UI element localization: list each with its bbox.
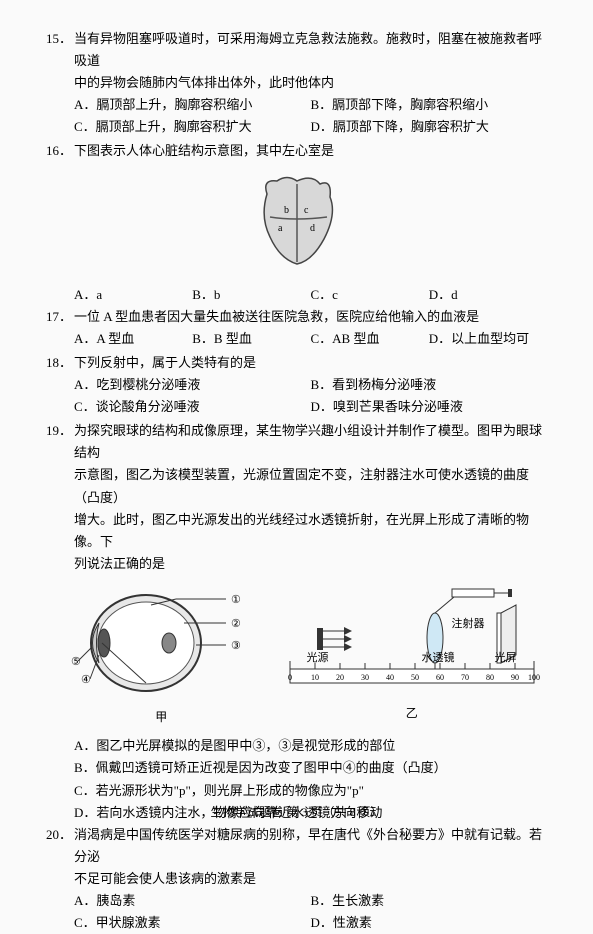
svg-text:a: a [278, 223, 283, 234]
q19-num: 19． [46, 420, 74, 575]
q17-num: 17． [46, 306, 74, 350]
svg-text:40: 40 [386, 673, 394, 682]
q15-opt-d: D．膈顶部下降，胸廓容积扩大 [311, 116, 548, 138]
caption-jia: 甲 [46, 707, 276, 727]
svg-text:100: 100 [528, 673, 540, 682]
svg-text:①: ① [231, 594, 241, 606]
svg-text:20: 20 [336, 673, 344, 682]
q15-options: A．膈顶部上升，胸廓容积缩小 B．膈顶部下降，胸廓容积缩小 C．膈顶部上升，胸廓… [74, 94, 547, 138]
q16-opt-b: B．b [192, 284, 310, 306]
question-20: 20． 消渴病是中国传统医学对糖尿病的别称，早在唐代《外台秘要方》中就有记载。若… [46, 824, 547, 934]
q18-opt-d: D．嗅到芒果香味分泌唾液 [311, 396, 548, 418]
q19-l4: 列说法正确的是 [74, 553, 547, 575]
label-screen: 光屏 [494, 649, 516, 668]
q15-line1: 当有异物阻塞呼吸道时，可采用海姆立克急救法施救。施救时，阻塞在被施救者呼吸道 [74, 28, 547, 72]
q16-opt-a: A．a [74, 284, 192, 306]
q17-opt-a: A．A 型血 [74, 328, 192, 350]
q18-opt-a: A．吃到樱桃分泌唾液 [74, 374, 311, 396]
svg-text:③: ③ [231, 640, 241, 652]
question-15: 15． 当有异物阻塞呼吸道时，可采用海姆立克急救法施救。施救时，阻塞在被施救者呼… [46, 28, 547, 138]
svg-text:②: ② [231, 618, 241, 630]
q20-l1: 消渴病是中国传统医学对糖尿病的别称，早在唐代《外台秘要方》中就有记载。若分泌 [74, 824, 547, 868]
heart-icon: a b c d [242, 169, 352, 269]
q17-opt-c: C．AB 型血 [311, 328, 429, 350]
q20-opt-b: B．生长激素 [311, 890, 548, 912]
svg-text:80: 80 [486, 673, 494, 682]
q15-body: 当有异物阻塞呼吸道时，可采用海姆立克急救法施救。施救时，阻塞在被施救者呼吸道 中… [74, 28, 547, 138]
heart-diagram: a b c d [46, 169, 547, 276]
q20-opt-d: D．性激素 [311, 912, 548, 934]
svg-text:d: d [310, 223, 315, 234]
svg-text:70: 70 [461, 673, 469, 682]
q18-opt-c: C．谈论酸角分泌唾液 [74, 396, 311, 418]
svg-text:⑤: ⑤ [71, 656, 81, 668]
q19-body: 为探究眼球的结构和成像原理，某生物学兴趣小组设计并制作了模型。图甲为眼球结构 示… [74, 420, 547, 575]
q18-options: A．吃到樱桃分泌唾液 B．看到杨梅分泌唾液 C．谈论酸角分泌唾液 D．嗅到芒果香… [74, 374, 547, 418]
caption-yi: 乙 [276, 703, 547, 723]
q18-opt-b: B．看到杨梅分泌唾液 [311, 374, 548, 396]
svg-text:60: 60 [436, 673, 444, 682]
q20-body: 消渴病是中国传统医学对糖尿病的别称，早在唐代《外台秘要方》中就有记载。若分泌 不… [74, 824, 547, 934]
q19-l1: 为探究眼球的结构和成像原理，某生物学兴趣小组设计并制作了模型。图甲为眼球结构 [74, 420, 547, 464]
q16-options: A．a B．b C．c D．d [74, 284, 547, 306]
q17-body: 一位 A 型血患者因大量失血被送往医院急救，医院应给他输入的血液是 A．A 型血… [74, 306, 547, 350]
question-18: 18． 下列反射中，属于人类特有的是 A．吃到樱桃分泌唾液 B．看到杨梅分泌唾液… [46, 352, 547, 418]
lens-diagram-icon: 0 10 20 30 40 50 60 70 80 90 100 [282, 583, 542, 698]
svg-text:50: 50 [411, 673, 419, 682]
q20-l2: 不足可能会使人患该病的激素是 [74, 868, 547, 890]
question-16: 16． 下图表示人体心脏结构示意图，其中左心室是 [46, 140, 547, 162]
q15-opt-a: A．膈顶部上升，胸廓容积缩小 [74, 94, 311, 116]
q16-num: 16． [46, 140, 74, 162]
q20-options: A．胰岛素 B．生长激素 C．甲状腺激素 D．性激素 [74, 890, 547, 934]
q19-opt-b: B．佩戴凹透镜可矫正近视是因为改变了图甲中④的曲度（凸度） [74, 757, 547, 779]
q20-opt-c: C．甲状腺激素 [74, 912, 311, 934]
q16-opt-c: C．c [311, 284, 429, 306]
q19-l3: 增大。此时，图乙中光源发出的光线经过水透镜折射，在光屏上形成了清晰的物像。下 [74, 509, 547, 553]
svg-text:30: 30 [361, 673, 369, 682]
q16-line: 下图表示人体心脏结构示意图，其中左心室是 [74, 140, 547, 162]
svg-text:10: 10 [311, 673, 319, 682]
q17-line: 一位 A 型血患者因大量失血被送往医院急救，医院应给他输入的血液是 [74, 306, 547, 328]
q15-opt-c: C．膈顶部上升，胸廓容积扩大 [74, 116, 311, 138]
label-injector: 注射器 [451, 615, 484, 634]
svg-text:c: c [304, 205, 309, 216]
label-lens: 水透镜 [421, 649, 454, 668]
q17-opt-b: B．B 型血 [192, 328, 310, 350]
q18-num: 18． [46, 352, 74, 418]
eye-diagram-icon: ① ② ③ ④ ⑤ [66, 583, 256, 698]
svg-text:0: 0 [288, 673, 292, 682]
q16-body: 下图表示人体心脏结构示意图，其中左心室是 [74, 140, 547, 162]
q17-options: A．A 型血 B．B 型血 C．AB 型血 D．以上血型均可 [74, 328, 547, 350]
q20-num: 20． [46, 824, 74, 934]
q16-opt-d: D．d [429, 284, 547, 306]
question-17: 17． 一位 A 型血患者因大量失血被送往医院急救，医院应给他输入的血液是 A．… [46, 306, 547, 350]
question-19: 19． 为探究眼球的结构和成像原理，某生物学兴趣小组设计并制作了模型。图甲为眼球… [46, 420, 547, 575]
page-footer: 生物学试题卷·第 3 页（共 8 页） [0, 802, 593, 822]
q18-body: 下列反射中，属于人类特有的是 A．吃到樱桃分泌唾液 B．看到杨梅分泌唾液 C．谈… [74, 352, 547, 418]
q15-opt-b: B．膈顶部下降，胸廓容积缩小 [311, 94, 548, 116]
q19-l2: 示意图，图乙为该模型装置，光源位置固定不变，注射器注水可使水透镜的曲度（凸度） [74, 464, 547, 508]
svg-text:④: ④ [81, 674, 91, 686]
q15-line2: 中的异物会随肺内气体排出体外，此时他体内 [74, 72, 547, 94]
svg-text:b: b [284, 205, 289, 216]
label-light: 光源 [306, 649, 328, 668]
svg-text:90: 90 [511, 673, 519, 682]
figure-lens: 0 10 20 30 40 50 60 70 80 90 100 [276, 583, 547, 723]
q20-opt-a: A．胰岛素 [74, 890, 311, 912]
q18-line: 下列反射中，属于人类特有的是 [74, 352, 547, 374]
q19-figures: ① ② ③ ④ ⑤ 甲 [46, 583, 547, 727]
q19-opt-a: A．图乙中光屏模拟的是图甲中③，③是视觉形成的部位 [74, 735, 547, 757]
q17-opt-d: D．以上血型均可 [429, 328, 547, 350]
q15-num: 15． [46, 28, 74, 138]
figure-eye: ① ② ③ ④ ⑤ 甲 [46, 583, 276, 727]
q19-opt-c: C．若光源形状为"p"，则光屏上形成的物像应为"p" [74, 780, 547, 802]
